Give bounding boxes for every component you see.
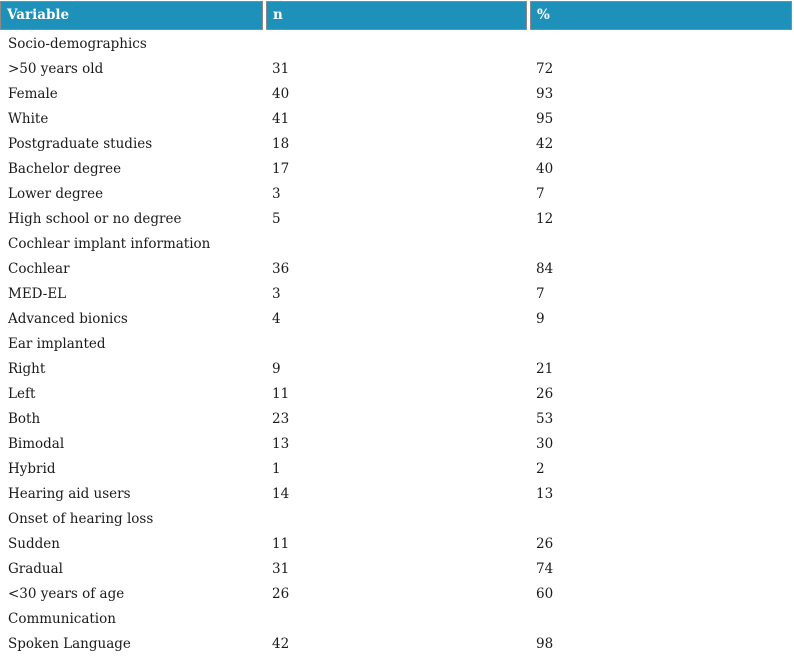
row-label-cell: Hybrid [8,461,56,477]
row-label-cell: Cochlear [8,261,70,277]
table-row: >50 years old 31 72 [0,57,794,82]
row-n-cell: 18 [272,136,290,152]
column-header-percent: % [530,1,792,30]
table-row: Both 23 53 [0,407,794,432]
row-label-cell: Ear implanted [8,336,106,352]
row-n-cell: 14 [272,486,290,502]
row-percent-cell: 13 [536,486,554,502]
table-row: Spoken Language 42 98 [0,632,794,657]
row-label-cell: Advanced bionics [8,311,128,327]
row-percent-cell: 26 [536,536,554,552]
row-n-cell: 11 [272,536,290,552]
row-label-cell: Hearing aid users [8,486,131,502]
row-label-cell: Bachelor degree [8,161,122,177]
table-row: Bimodal 13 30 [0,432,794,457]
row-label-cell: Bimodal [8,436,65,452]
row-percent-cell: 42 [536,136,554,152]
table-row: Left 11 26 [0,382,794,407]
table-row: Onset of hearing loss [0,507,794,532]
row-label-cell: Sudden [8,536,60,552]
table-row: Right 9 21 [0,357,794,382]
row-n-cell: 36 [272,261,290,277]
row-n-cell: 23 [272,411,290,427]
row-percent-cell: 2 [536,461,545,477]
row-label-cell: Left [8,386,36,402]
row-label-cell: High school or no degree [8,211,182,227]
row-n-cell: 17 [272,161,290,177]
row-n-cell: 1 [272,461,281,477]
row-n-cell: 13 [272,436,290,452]
row-n-cell: 4 [272,311,281,327]
table-body: Socio-demographics >50 years old 31 72 Femal… [0,30,794,657]
row-percent-cell: 84 [536,261,554,277]
column-header-variable: Variable [0,1,263,30]
table-row: Postgraduate studies 18 42 [0,132,794,157]
row-percent-cell: 7 [536,286,545,302]
row-percent-cell: 26 [536,386,554,402]
row-percent-cell: 12 [536,211,554,227]
table-row: <30 years of age 26 60 [0,582,794,607]
table-row: Female 40 93 [0,82,794,107]
table-row: Gradual 31 74 [0,557,794,582]
row-label-cell: MED-EL [8,286,67,302]
table-header-row: Variable n % [0,1,794,30]
row-percent-cell: 60 [536,586,554,602]
row-label-cell: White [8,111,49,127]
row-n-cell: 3 [272,286,281,302]
row-label-cell: Gradual [8,561,63,577]
row-percent-cell: 7 [536,186,545,202]
row-n-cell: 40 [272,86,290,102]
row-label-cell: Communication [8,611,116,627]
row-n-cell: 31 [272,561,290,577]
row-label-cell: >50 years old [8,61,104,77]
row-percent-cell: 74 [536,561,554,577]
row-percent-cell: 21 [536,361,554,377]
row-n-cell: 9 [272,361,281,377]
row-percent-cell: 30 [536,436,554,452]
row-percent-cell: 53 [536,411,554,427]
table-row: Ear implanted [0,332,794,357]
row-label-cell: Lower degree [8,186,104,202]
table-row: Hearing aid users 14 13 [0,482,794,507]
row-label-cell: Right [8,361,46,377]
table-row: Cochlear 36 84 [0,257,794,282]
table-row: Advanced bionics 4 9 [0,307,794,332]
row-n-cell: 41 [272,111,290,127]
table-row: White 41 95 [0,107,794,132]
table-row: Cochlear implant information [0,232,794,257]
table-row: Sudden 11 26 [0,532,794,557]
row-label-cell: Socio-demographics [8,36,147,52]
row-label-cell: <30 years of age [8,586,125,602]
row-label-cell: Cochlear implant information [8,236,211,252]
column-header-n: n [266,1,527,30]
row-label-cell: Postgraduate studies [8,136,153,152]
row-percent-cell: 40 [536,161,554,177]
table-row: Lower degree 3 7 [0,182,794,207]
row-n-cell: 3 [272,186,281,202]
row-n-cell: 11 [272,386,290,402]
row-percent-cell: 98 [536,636,554,652]
row-percent-cell: 9 [536,311,545,327]
row-n-cell: 5 [272,211,281,227]
row-label-cell: Spoken Language [8,636,131,652]
table-row: Socio-demographics [0,32,794,57]
row-percent-cell: 95 [536,111,554,127]
table-row: Communication [0,607,794,632]
row-label-cell: Female [8,86,58,102]
row-percent-cell: 72 [536,61,554,77]
table-row: Hybrid 1 2 [0,457,794,482]
table-row: Bachelor degree 17 40 [0,157,794,182]
row-label-cell: Onset of hearing loss [8,511,154,527]
table-row: MED-EL 3 7 [0,282,794,307]
table-row: High school or no degree 5 12 [0,207,794,232]
row-percent-cell: 93 [536,86,554,102]
row-n-cell: 42 [272,636,290,652]
row-n-cell: 26 [272,586,290,602]
row-n-cell: 31 [272,61,290,77]
row-label-cell: Both [8,411,41,427]
